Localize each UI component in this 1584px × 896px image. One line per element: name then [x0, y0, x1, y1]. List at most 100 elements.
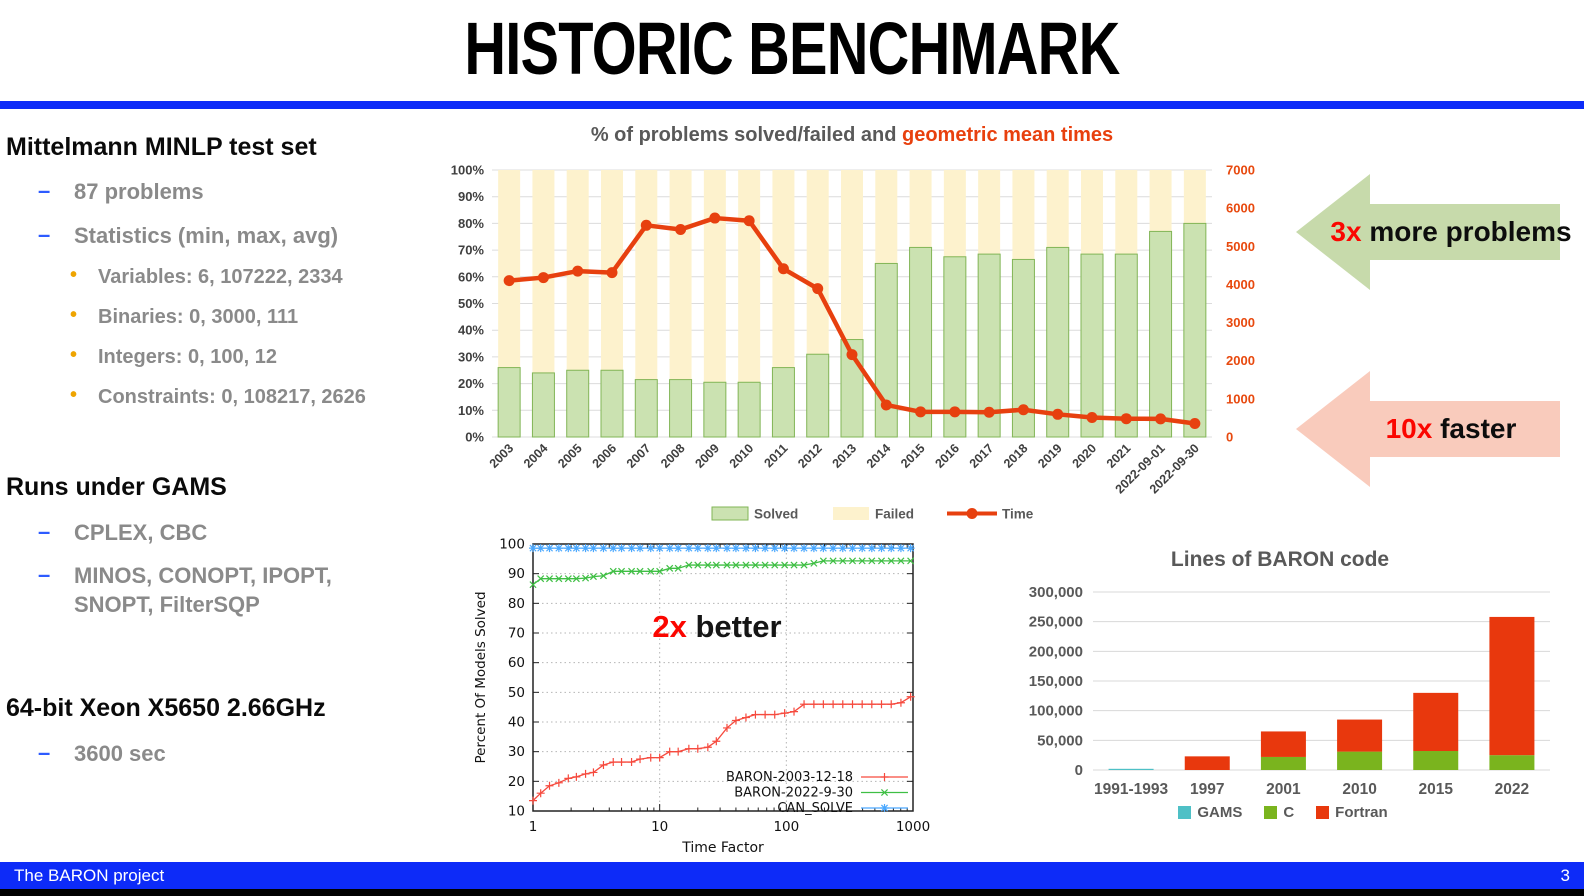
list-item-text: Variables: 6, 107222, 2334	[98, 266, 343, 289]
legend-swatch	[1264, 806, 1278, 819]
marker-cross	[666, 564, 674, 572]
marker-cross	[545, 575, 554, 583]
x-axis-label: 2010	[1342, 781, 1376, 798]
time-point	[1155, 413, 1167, 425]
list-item: • Integers: 0, 100, 12	[70, 344, 462, 370]
marker-cross	[829, 557, 837, 565]
marker-plus	[589, 768, 598, 777]
marker-cross	[858, 557, 866, 565]
x-axis-label: 2006	[590, 441, 620, 471]
solved-bar	[1011, 258, 1035, 438]
marker-cross	[589, 573, 597, 581]
x-axis-label: 2008	[658, 441, 688, 471]
marker-cross	[800, 561, 808, 569]
legend-label: Time	[1002, 507, 1034, 522]
marker-cross	[529, 581, 537, 589]
y-axis-label: 0	[1075, 762, 1083, 779]
failed-bar	[875, 170, 898, 264]
list-item-text: 87 problems	[74, 179, 204, 205]
marker-asterisk	[564, 544, 573, 553]
marker-asterisk	[722, 544, 731, 553]
y-axis-label: 90	[508, 566, 525, 582]
faster-arrow: 10x faster	[1296, 371, 1560, 487]
marker-cross	[599, 572, 607, 580]
marker-plus	[780, 709, 789, 718]
stack-bar-gams	[1108, 768, 1154, 770]
list-item: • Variables: 6, 107222, 2334	[70, 264, 462, 290]
legend-label: BARON-2022-9-30	[734, 786, 853, 801]
marker-plus	[838, 700, 847, 709]
time-point	[1120, 413, 1132, 425]
title-divider	[0, 101, 1584, 109]
footer-page-number: 3	[1560, 865, 1570, 885]
marker-plus	[529, 796, 537, 805]
y-axis-title: Percent Of Models Solved	[473, 591, 489, 763]
marker-asterisk	[655, 544, 664, 553]
x-axis-label: 2003	[487, 441, 517, 471]
solved-bar	[977, 253, 1001, 438]
marker-plus	[906, 692, 915, 701]
y-axis-label: 50	[508, 685, 525, 701]
right-axis-label: 2000	[1226, 353, 1255, 368]
marker-cross	[628, 567, 636, 575]
bottom-strip	[0, 889, 1584, 896]
x-axis-label: 2007	[624, 441, 654, 471]
x-axis-label: 2015	[898, 441, 928, 471]
more-problems-rest: more problems	[1361, 216, 1572, 247]
failed-bar	[1149, 170, 1172, 232]
faster-accent: 10x	[1385, 413, 1433, 444]
time-point	[709, 212, 721, 224]
time-point	[1017, 404, 1029, 416]
arrow-left-icon	[1296, 371, 1560, 487]
plot-bg	[533, 544, 913, 811]
solved-bar	[1114, 253, 1138, 438]
marker-cross	[907, 557, 915, 565]
marker-plus	[636, 755, 645, 764]
marker-asterisk	[712, 544, 721, 553]
left-axis-label: 40%	[458, 323, 484, 338]
left-axis-label: 70%	[458, 243, 484, 258]
x-axis-label: 1991-1993	[1094, 781, 1169, 798]
solved-bar	[566, 369, 590, 438]
time-point	[743, 215, 755, 227]
plot-border	[532, 543, 914, 812]
marker-cross	[810, 559, 818, 567]
list-item-text: CPLEX, CBC	[74, 519, 208, 545]
marker-asterisk	[819, 544, 828, 553]
marker-plus	[581, 769, 590, 778]
marker-cross	[887, 557, 895, 565]
marker-asterisk	[858, 544, 867, 553]
left-section: Mittelmann MINLP test set –87 problems – St…	[6, 132, 462, 410]
x-axis-label: 2022	[1495, 781, 1529, 798]
left-axis-label: 10%	[458, 403, 484, 418]
time-point	[675, 224, 687, 236]
marker-plus	[674, 747, 683, 756]
legend-entry: GAMS	[1178, 804, 1242, 821]
marker-plus	[655, 753, 664, 762]
right-axis-label: 1000	[1226, 391, 1255, 406]
y-axis-label: 70	[508, 626, 525, 642]
left-axis-label: 0%	[465, 430, 484, 445]
x-axis-label: 2012	[795, 441, 825, 471]
solved-bar	[943, 256, 967, 438]
right-axis-label: 3000	[1226, 315, 1255, 330]
failed-bar	[1046, 170, 1069, 248]
x-axis-label: 2011	[761, 441, 790, 470]
marker-cross	[819, 557, 827, 565]
x-axis-label: 2009	[692, 441, 722, 471]
marker-plus	[858, 700, 867, 709]
legend-label: BARON-2003-12-18	[726, 770, 853, 785]
stack-bar-fortran	[1337, 719, 1383, 752]
marker-plus	[770, 710, 779, 719]
marker-asterisk	[848, 544, 857, 553]
left-axis-label: 30%	[458, 349, 484, 364]
lines-chart-title: Lines of BARON code	[1170, 548, 1390, 571]
x-axis-label: 2020	[1070, 441, 1100, 471]
marker-asterisk	[545, 544, 554, 553]
marker-asterisk	[809, 544, 818, 553]
marker-plus	[712, 737, 721, 746]
marker-cross	[781, 561, 789, 569]
marker-asterisk	[581, 544, 590, 553]
top-chart-title: % of problems solved/failed and geometri…	[492, 124, 1212, 147]
section-title: Runs under GAMS	[6, 473, 227, 502]
